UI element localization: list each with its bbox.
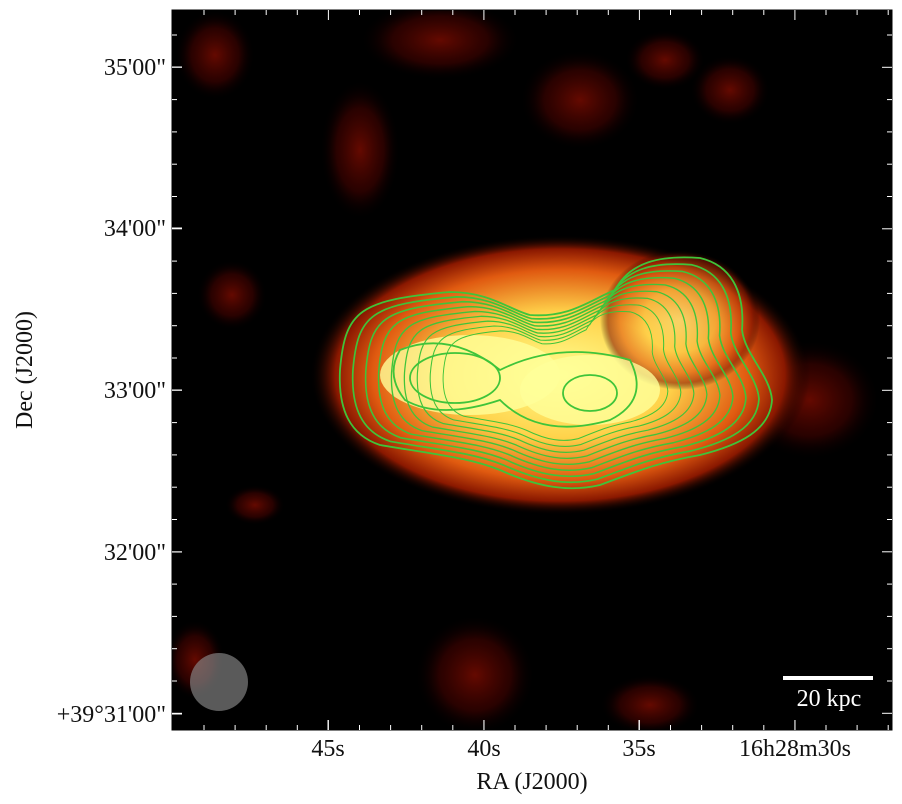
x-axis-label: RA (J2000) (476, 769, 587, 795)
contour (429, 304, 682, 447)
contour (351, 263, 760, 484)
frame (171, 9, 893, 731)
contours (338, 256, 773, 490)
x-tick-label: 16h28m30s (739, 736, 851, 762)
contour (442, 311, 669, 441)
x-tick-label: 35s (622, 736, 655, 762)
y-tick-label: 34'00" (104, 216, 166, 242)
contour (392, 342, 638, 428)
y-tick-label: 35'00" (104, 55, 166, 81)
x-tick-label: 40s (467, 736, 500, 762)
y-tick-label: +39°31'00" (57, 702, 166, 728)
scale-bar-label: 20 kpc (797, 686, 862, 712)
contour (364, 270, 747, 478)
beam (190, 653, 248, 711)
contour (416, 297, 695, 453)
contour (377, 276, 734, 472)
ticks (172, 10, 892, 730)
image: 20 kpc (172, 10, 892, 730)
contour (562, 374, 618, 412)
contour (403, 290, 708, 460)
x-tick-label: 45s (311, 736, 344, 762)
contour (409, 352, 501, 404)
contour (390, 283, 721, 466)
y-tick-label: 33'00" (104, 378, 166, 404)
contour (338, 256, 773, 490)
y-tick-label: 32'00" (104, 540, 166, 566)
y-axis-label: Dec (J2000) (12, 311, 38, 429)
